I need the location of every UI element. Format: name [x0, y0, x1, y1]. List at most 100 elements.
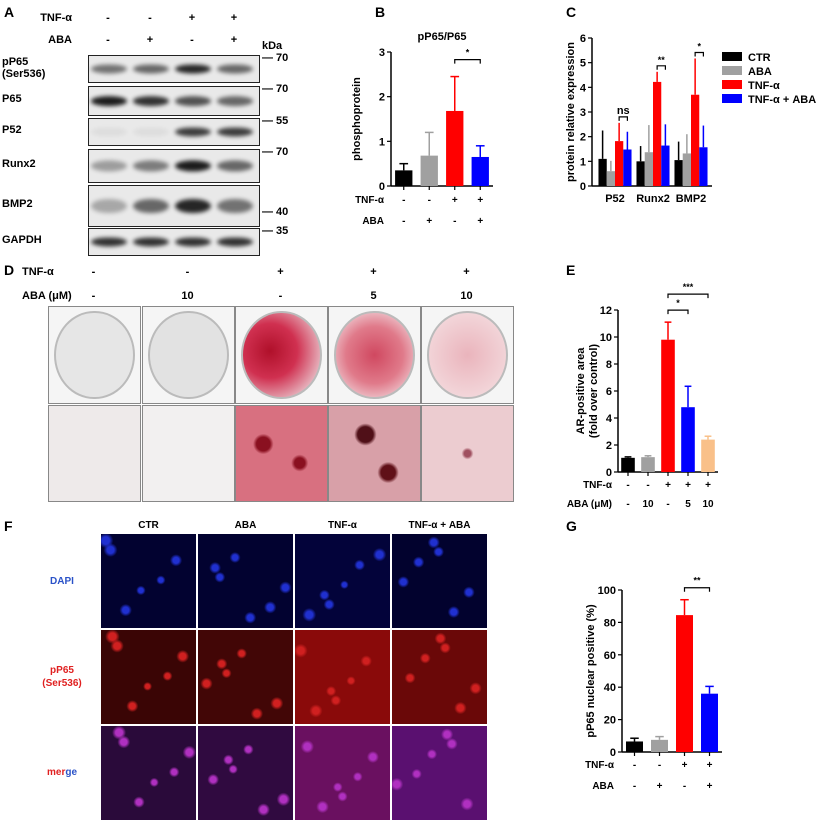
significance-bracket: [694, 51, 704, 57]
kda-marker: — 35: [262, 225, 289, 237]
blot-row-label: pP65: [2, 56, 29, 68]
panel-label-f: F: [4, 518, 13, 534]
y-tick-label: 2: [606, 440, 612, 452]
bar-e: [661, 339, 675, 472]
y-tick-label: 0: [606, 467, 612, 479]
legend-label: TNF-α: [748, 80, 780, 92]
y-tick-label: 0: [379, 181, 385, 193]
significance-bracket: [454, 58, 481, 64]
fluorescence-image: [197, 629, 294, 725]
y-tick-label: 2: [379, 92, 385, 104]
merge-label-part1: mer: [46, 767, 66, 778]
significance-label: **: [693, 576, 701, 586]
y-axis-label-2: (fold over control): [588, 344, 600, 438]
fluorescence-image: [294, 629, 391, 725]
bar-b: [420, 155, 438, 186]
protein-band: [91, 199, 127, 213]
blot-strip-p65: [88, 86, 260, 116]
blot-strip-runx2: [88, 149, 260, 183]
y-tick-label: 40: [604, 682, 616, 694]
condition-value: -: [402, 216, 405, 227]
significance-bracket: [667, 293, 709, 299]
blot-row-label: GAPDH: [2, 234, 42, 246]
bar-c: [699, 147, 708, 186]
kda-marker: — 40: [262, 206, 289, 218]
condition-sign: +: [188, 12, 196, 24]
fluorescence-image: [294, 533, 391, 629]
condition-value: -: [402, 195, 405, 206]
blot-strip-bmp2: [88, 185, 260, 227]
merge-label-part2: ge: [65, 767, 78, 778]
fluorescence-image: [100, 533, 197, 629]
panel-label-d: D: [4, 262, 15, 278]
condition-value: -: [428, 195, 431, 206]
bar-c: [636, 161, 645, 186]
bar-c: [682, 153, 691, 186]
bar-g: [626, 741, 643, 752]
significance-bracket: [618, 116, 628, 121]
y-tick-label: 4: [580, 82, 587, 94]
condition-label: TNF-α: [355, 195, 385, 206]
row-label-pp65-sub: (Ser536): [42, 678, 82, 689]
protein-band: [217, 199, 253, 213]
protein-band: [217, 64, 253, 74]
y-tick-label: 0: [580, 181, 586, 193]
condition-value: -: [91, 266, 96, 278]
protein-band: [175, 127, 211, 137]
y-tick-label: 4: [606, 413, 613, 425]
condition-value: 10: [642, 499, 654, 510]
y-tick-label: 10: [600, 332, 612, 344]
culture-dish: [54, 310, 135, 400]
protein-band: [133, 160, 169, 172]
legend-swatch: [722, 80, 742, 89]
culture-well-image: [421, 306, 514, 404]
protein-band: [175, 64, 211, 74]
protein-band: [133, 64, 169, 74]
legend-swatch: [722, 94, 742, 103]
bar-g: [651, 739, 668, 752]
condition-sign: +: [146, 34, 154, 46]
protein-band: [91, 96, 127, 106]
condition-sign: +: [230, 12, 238, 24]
y-tick-label: 100: [598, 585, 616, 597]
fluorescence-image: [391, 725, 488, 821]
condition-label: TNF-α: [40, 12, 72, 24]
bar-c: [674, 160, 683, 186]
condition-value: -: [646, 480, 649, 491]
bar-g: [676, 615, 693, 752]
y-tick-label: 80: [604, 617, 616, 629]
condition-label: TNF-α: [585, 760, 615, 771]
bar-c: [644, 152, 653, 186]
bar-b: [446, 110, 464, 186]
row-label-dapi: DAPI: [50, 576, 74, 587]
condition-value: 5: [370, 290, 377, 302]
blot-strip-gapdh: [88, 228, 260, 256]
legend-swatch: [722, 66, 742, 75]
bar-g: [701, 693, 718, 752]
blot-row-sublabel: (Ser536): [2, 68, 46, 80]
condition-value: +: [705, 480, 711, 491]
culture-dish: [148, 310, 229, 400]
chart-title: pP65/P65: [418, 31, 467, 43]
protein-band: [175, 160, 211, 172]
condition-value: -: [91, 290, 96, 302]
condition-value: +: [426, 216, 432, 227]
significance-bracket: [683, 587, 711, 592]
condition-value: -: [633, 781, 636, 792]
condition-value: +: [477, 195, 483, 206]
column-header: CTR: [138, 520, 159, 531]
kda-marker: — 70: [262, 52, 289, 64]
y-axis-label: AR-positive area: [575, 347, 587, 435]
kda-marker: — 55: [262, 115, 289, 127]
protein-band: [217, 96, 253, 106]
bar-e: [621, 457, 635, 472]
y-tick-label: 8: [606, 359, 612, 371]
kda-marker: — 70: [262, 83, 289, 95]
microscopy-image: [235, 405, 328, 502]
protein-band: [175, 237, 211, 247]
y-tick-label: 0: [610, 747, 616, 759]
condition-value: +: [370, 266, 377, 278]
culture-dish: [334, 310, 415, 400]
y-tick-label: 3: [580, 107, 586, 119]
row-label-pp65: pP65: [50, 665, 74, 676]
